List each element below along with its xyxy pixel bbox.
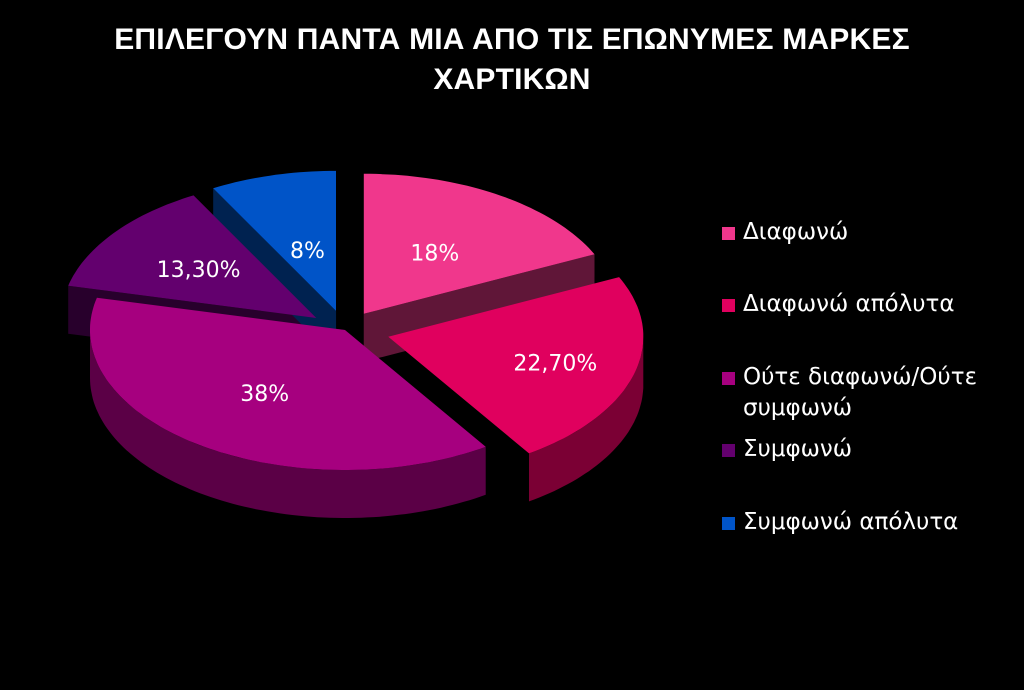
legend-label-agree: Συμφωνώ <box>743 436 853 462</box>
legend-item-agree: Συμφωνώ <box>722 434 1013 465</box>
legend-swatch-strongly-disagree <box>722 299 735 312</box>
legend-swatch-neutral <box>722 372 735 385</box>
legend-swatch-agree <box>722 444 735 457</box>
legend-label-strongly-agree: Συμφωνώ απόλυτα <box>743 509 959 535</box>
chart-title-line-1: ΕΠΙΛΕΓΟΥΝ ΠΑΝΤΑ ΜΙΑ ΑΠΟ ΤΙΣ ΕΠΩΝΥΜΕΣ ΜΑΡ… <box>114 23 910 56</box>
legend-swatch-strongly-agree <box>722 517 735 530</box>
legend-item-strongly-agree: Συμφωνώ απόλυτα <box>722 507 1013 538</box>
pie-slice-disagree <box>363 173 595 314</box>
pie-slice-neutral <box>90 297 486 470</box>
legend-label-neutral: Ούτε διαφωνώ/Ούτε συμφωνώ <box>743 364 977 421</box>
legend-item-strongly-disagree: Διαφωνώ απόλυτα <box>722 289 1013 320</box>
pie-slices <box>68 170 644 470</box>
data-label-neutral: 38% <box>240 382 289 407</box>
legend: Διαφωνώ Διαφωνώ απόλυτα Ούτε διαφωνώ/Ούτ… <box>722 0 1017 690</box>
legend-label-disagree: Διαφωνώ <box>743 219 849 245</box>
data-label-disagree: 18% <box>410 241 459 266</box>
data-label-agree: 13,30% <box>157 258 241 283</box>
pie-data-labels: 18% 22,70% 38% 13,30% 8% <box>157 239 598 407</box>
chart-title-line-2: ΧΑΡΤΙΚΩΝ <box>433 63 591 96</box>
pie-side-neutral <box>90 330 486 518</box>
chart-title: ΕΠΙΛΕΓΟΥΝ ΠΑΝΤΑ ΜΙΑ ΑΠΟ ΤΙΣ ΕΠΩΝΥΜΕΣ ΜΑΡ… <box>0 20 1024 100</box>
legend-item-disagree: Διαφωνώ <box>722 217 1013 248</box>
legend-swatch-disagree <box>722 227 735 240</box>
data-label-strongly-disagree: 22,70% <box>513 351 597 376</box>
pie-slice-strongly-agree <box>213 170 336 311</box>
legend-item-neutral: Ούτε διαφωνώ/Ούτε συμφωνώ <box>722 362 1013 424</box>
legend-label-strongly-disagree: Διαφωνώ απόλυτα <box>743 291 955 317</box>
pie-slice-agree <box>68 195 317 318</box>
data-label-strongly-agree: 8% <box>290 239 325 264</box>
pie-side-strongly-disagree <box>529 336 644 502</box>
pie-slice-strongly-disagree <box>388 277 644 454</box>
